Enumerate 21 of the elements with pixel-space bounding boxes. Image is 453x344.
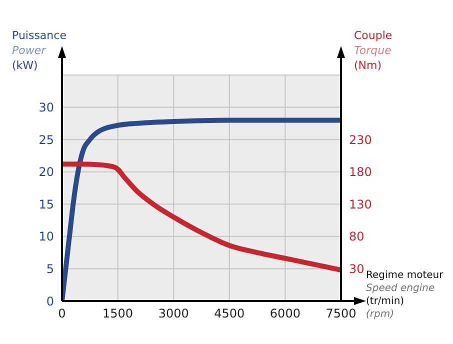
- x-tick-label: 4500: [214, 306, 245, 321]
- x-tick-label: 7500: [326, 306, 356, 321]
- y2-tick-label: 130: [349, 197, 372, 212]
- x-tick-label: 0: [58, 306, 66, 321]
- x-axis-title: Regime moteur Speed engine (tr/min) (rpm): [366, 269, 444, 321]
- y2-axis-title: Couple Torque (Nm): [354, 28, 392, 73]
- y-tick-label: 0: [46, 294, 54, 308]
- x-tick-label: 6000: [270, 306, 300, 321]
- y-tick-label: 15: [38, 197, 54, 212]
- y-tick-label: 30: [38, 100, 54, 115]
- y-tick-label: 25: [38, 132, 54, 147]
- x-tick-label: 3000: [158, 306, 189, 321]
- y2-tick-label: 80: [349, 230, 364, 244]
- x-tick-label: 1500: [102, 306, 134, 321]
- y-tick-label: 20: [38, 165, 54, 180]
- y-tick-label: 5: [46, 262, 54, 276]
- y-tick-label: 10: [38, 230, 54, 244]
- y2-tick-label: 180: [349, 165, 372, 180]
- y-axis-title: Puissance Power (kW): [12, 28, 66, 73]
- y2-tick-label: 30: [349, 262, 364, 276]
- y2-tick-label: 230: [349, 132, 372, 147]
